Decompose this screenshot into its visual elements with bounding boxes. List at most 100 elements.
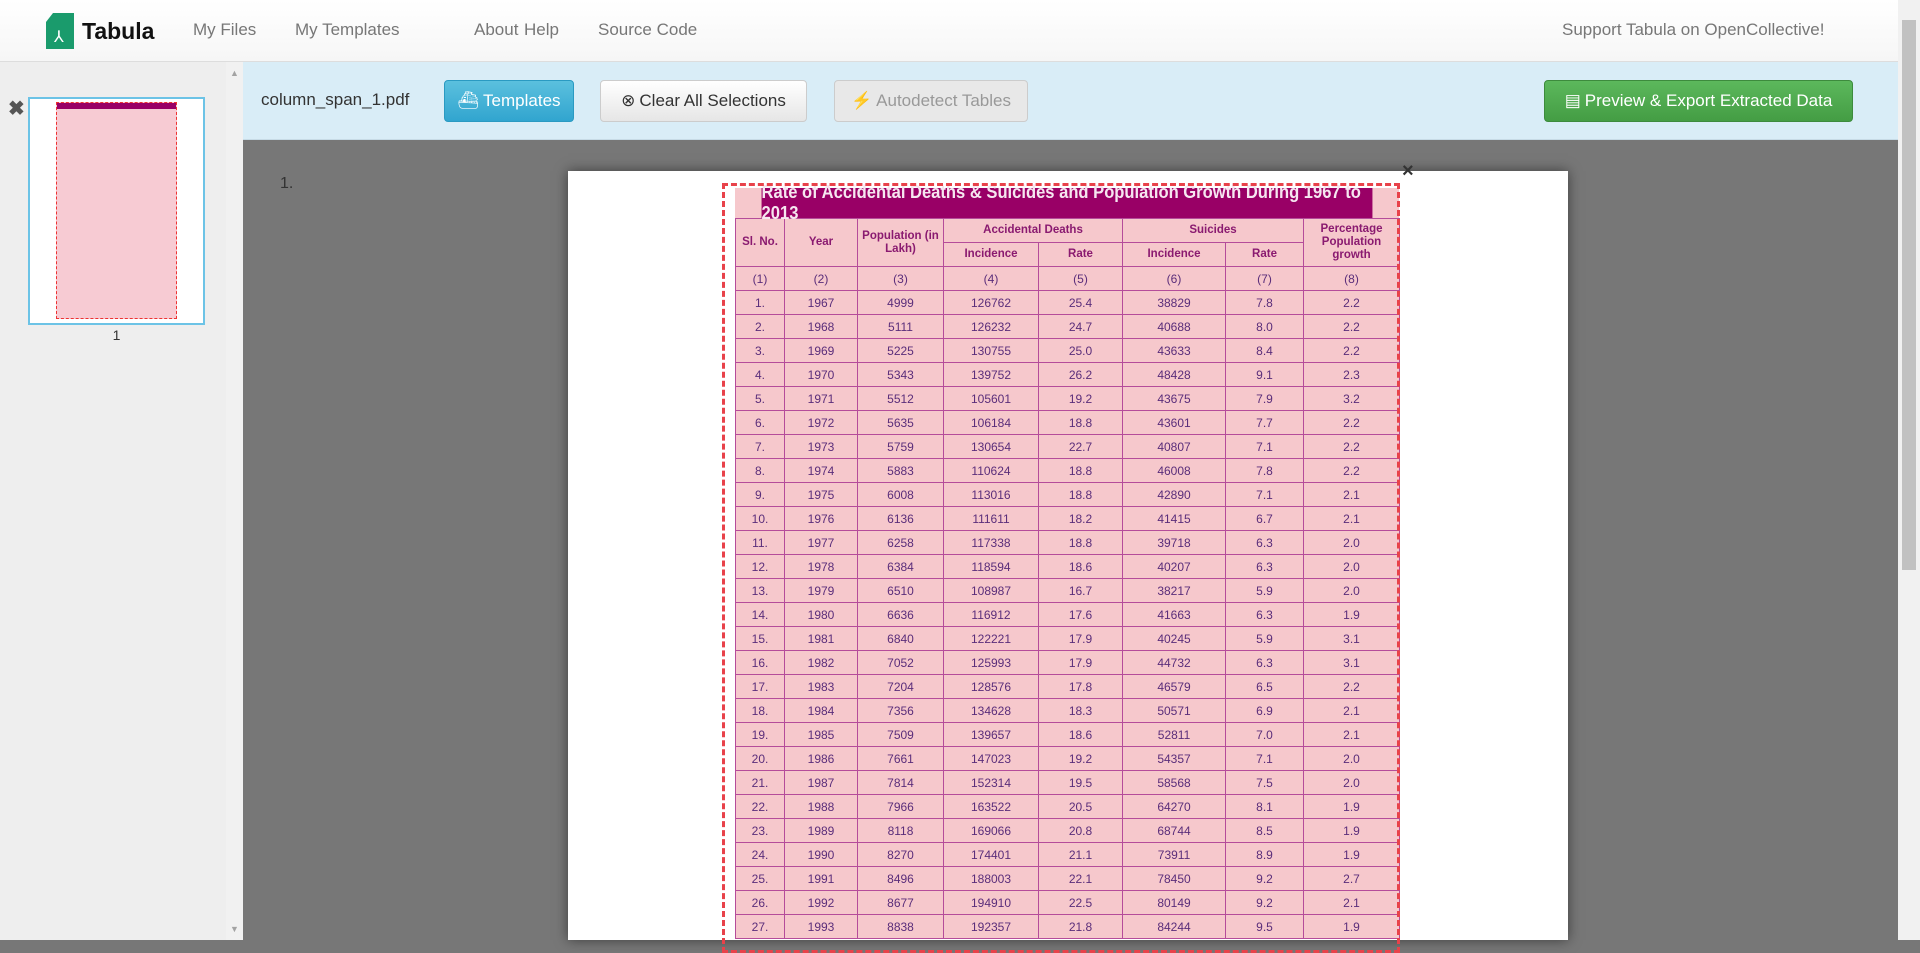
scroll-down-icon[interactable]: ▼ xyxy=(230,924,239,934)
table-cell: 6.5 xyxy=(1225,674,1305,699)
column-number: (2) xyxy=(784,266,858,291)
table-cell: 21.1 xyxy=(1037,842,1124,867)
table-cell: 128576 xyxy=(943,674,1039,699)
table-cell: 1991 xyxy=(784,866,858,891)
table-cell: 42890 xyxy=(1122,482,1227,507)
clear-label: Clear All Selections xyxy=(639,91,786,110)
table-cell: 27. xyxy=(735,914,785,939)
nav-support-link[interactable]: Support Tabula on OpenCollective! xyxy=(1562,20,1825,39)
column-number: (3) xyxy=(857,266,944,291)
table-cell: 1981 xyxy=(784,626,858,651)
table-cell: 2.1 xyxy=(1303,506,1401,531)
table-cell: 7. xyxy=(735,434,785,459)
table-cell: 2.3 xyxy=(1303,362,1401,387)
page-scrollbar[interactable] xyxy=(1898,0,1920,940)
remove-page-icon[interactable]: ✖ xyxy=(8,98,25,120)
table-cell: 39718 xyxy=(1122,530,1227,555)
table-cell: 41663 xyxy=(1122,602,1227,627)
table-cell: 7.7 xyxy=(1225,410,1305,435)
table-cell: 73911 xyxy=(1122,842,1227,867)
brand-name: Tabula xyxy=(82,17,155,44)
table-cell: 1978 xyxy=(784,554,858,579)
autodetect-tables-button[interactable]: ⚡ Autodetect Tables xyxy=(834,80,1028,122)
table-cell: 14. xyxy=(735,602,785,627)
brand-logo[interactable]: Tabula xyxy=(46,13,154,49)
close-selection-icon[interactable]: × xyxy=(1402,160,1414,182)
table-cell: 2.0 xyxy=(1303,770,1401,795)
table-cell: 122221 xyxy=(943,626,1039,651)
header-sl-no: Sl. No. xyxy=(735,218,785,267)
table-cell: 1968 xyxy=(784,314,858,339)
table-cell: 8.1 xyxy=(1225,794,1305,819)
table-cell: 22.7 xyxy=(1037,434,1124,459)
table-row: 15. 1981 6840 122221 17.9 40245 5.9 3.1 xyxy=(735,626,1401,651)
table-cell: 6258 xyxy=(857,530,944,555)
table-cell: 1980 xyxy=(784,602,858,627)
table-cell: 8270 xyxy=(857,842,944,867)
table-row: 20. 1986 7661 147023 19.2 54357 7.1 2.0 xyxy=(735,746,1401,771)
page-thumbnail[interactable] xyxy=(28,97,205,325)
table-cell: 80149 xyxy=(1122,890,1227,915)
table-cell: 8.5 xyxy=(1225,818,1305,843)
sidebar-scrollbar[interactable]: ▲ ▼ xyxy=(226,62,243,940)
table-cell: 15. xyxy=(735,626,785,651)
scrollbar-thumb[interactable] xyxy=(1902,20,1916,570)
table-cell: 25.4 xyxy=(1037,290,1124,315)
table-selection-area[interactable] xyxy=(722,183,1400,953)
table-cell: 5225 xyxy=(857,338,944,363)
preview-export-button[interactable]: ▤ Preview & Export Extracted Data xyxy=(1544,80,1853,122)
table-cell: 9.5 xyxy=(1225,914,1305,939)
table-row: 27. 1993 8838 192357 21.8 84244 9.5 1.9 xyxy=(735,914,1401,939)
table-cell: 43675 xyxy=(1122,386,1227,411)
table-cell: 22.1 xyxy=(1037,866,1124,891)
nav-about[interactable]: About xyxy=(474,20,519,39)
table-row: 1. 1967 4999 126762 25.4 38829 7.8 2.2 xyxy=(735,290,1401,315)
table-row: 5. 1971 5512 105601 19.2 43675 7.9 3.2 xyxy=(735,386,1401,411)
table-cell: 2.2 xyxy=(1303,338,1401,363)
table-cell: 2.1 xyxy=(1303,722,1401,747)
table-cell: 1979 xyxy=(784,578,858,603)
table-cell: 84244 xyxy=(1122,914,1227,939)
table-cell: 44732 xyxy=(1122,650,1227,675)
table-cell: 7.8 xyxy=(1225,458,1305,483)
clear-all-selections-button[interactable]: ⊗ Clear All Selections xyxy=(600,80,807,122)
table-cell: 169066 xyxy=(943,818,1039,843)
table-cell: 7814 xyxy=(857,770,944,795)
table-cell: 1993 xyxy=(784,914,858,939)
table-cell: 46579 xyxy=(1122,674,1227,699)
nav-my-templates[interactable]: My Templates xyxy=(295,20,400,39)
templates-button[interactable]: ⛴ Templates xyxy=(444,80,574,122)
table-cell: 6.3 xyxy=(1225,554,1305,579)
table-row: 24. 1990 8270 174401 21.1 73911 8.9 1.9 xyxy=(735,842,1401,867)
table-cell: 5635 xyxy=(857,410,944,435)
nav-help[interactable]: Help xyxy=(524,20,559,39)
table-cell: 20.8 xyxy=(1037,818,1124,843)
table-cell: 6840 xyxy=(857,626,944,651)
table-cell: 38217 xyxy=(1122,578,1227,603)
table-cell: 139752 xyxy=(943,362,1039,387)
table-row: 23. 1989 8118 169066 20.8 68744 8.5 1.9 xyxy=(735,818,1401,843)
pdf-page[interactable]: Rate of Accidental Deaths & Suicides and… xyxy=(568,171,1568,940)
table-cell: 18.3 xyxy=(1037,698,1124,723)
scroll-up-icon[interactable]: ▲ xyxy=(230,68,239,78)
table-cell: 113016 xyxy=(943,482,1039,507)
column-number: (6) xyxy=(1122,266,1227,291)
table-cell: 130654 xyxy=(943,434,1039,459)
lightning-icon: ⚡ xyxy=(850,91,873,110)
table-cell: 64270 xyxy=(1122,794,1227,819)
table-cell: 2.7 xyxy=(1303,866,1401,891)
table-cell: 1990 xyxy=(784,842,858,867)
nav-my-files[interactable]: My Files xyxy=(193,20,257,39)
table-row: 9. 1975 6008 113016 18.8 42890 7.1 2.1 xyxy=(735,482,1401,507)
table-cell: 7966 xyxy=(857,794,944,819)
table-cell: 8677 xyxy=(857,890,944,915)
table-cell: 6. xyxy=(735,410,785,435)
table-cell: 1977 xyxy=(784,530,858,555)
table-cell: 7.1 xyxy=(1225,434,1305,459)
table-cell: 7356 xyxy=(857,698,944,723)
table-row: 25. 1991 8496 188003 22.1 78450 9.2 2.7 xyxy=(735,866,1401,891)
table-cell: 1971 xyxy=(784,386,858,411)
table-cell: 18.6 xyxy=(1037,554,1124,579)
table-cell: 18.8 xyxy=(1037,482,1124,507)
nav-source-code[interactable]: Source Code xyxy=(598,20,698,39)
